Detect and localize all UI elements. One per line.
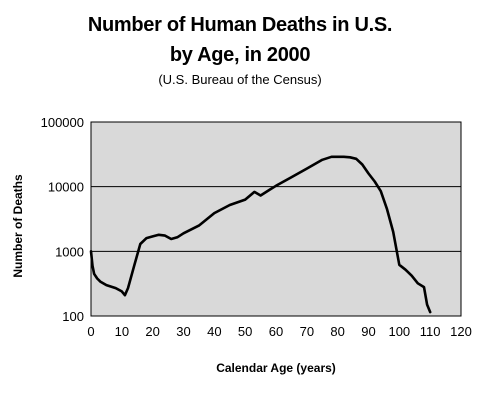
- x-tick-label: 80: [330, 324, 344, 339]
- y-tick-label: 100: [62, 309, 84, 324]
- y-tick-label: 100000: [41, 115, 84, 130]
- y-tick-label: 1000: [55, 244, 84, 259]
- x-tick-label: 90: [361, 324, 375, 339]
- data-point: [330, 155, 333, 158]
- data-point: [151, 235, 154, 238]
- data-point: [228, 204, 231, 206]
- plot-area: [90, 121, 462, 317]
- y-tick-label: 10000: [48, 180, 84, 195]
- x-tick-label: 10: [115, 324, 129, 339]
- data-point: [336, 155, 339, 158]
- data-point: [404, 268, 407, 271]
- data-point: [355, 157, 358, 160]
- data-point: [244, 198, 247, 201]
- data-point: [361, 163, 364, 166]
- data-point: [429, 311, 432, 313]
- data-point: [253, 190, 256, 193]
- data-point: [373, 180, 376, 183]
- data-point: [416, 282, 419, 285]
- x-tick-labels: 0 10 20 30 40 50 60 70 80 90 100 110 120: [87, 324, 471, 339]
- data-point: [342, 155, 345, 158]
- x-tick-label: 60: [269, 324, 283, 339]
- data-point: [275, 184, 277, 187]
- data-point: [157, 233, 160, 236]
- data-point: [93, 272, 95, 275]
- chart-subtitle: (U.S. Bureau of the Census): [158, 72, 322, 87]
- x-tick-label: 0: [87, 324, 94, 339]
- data-point: [114, 287, 117, 290]
- data-point: [392, 230, 395, 233]
- data-point: [91, 264, 94, 267]
- data-point: [198, 224, 200, 227]
- chart-title: Number of Human Deaths in U.S.: [87, 14, 393, 36]
- data-point: [321, 158, 324, 161]
- data-point: [305, 167, 308, 170]
- data-point: [170, 238, 173, 240]
- x-tick-label: 110: [420, 324, 441, 339]
- chart-title-line2: by Age, in 2000: [169, 44, 311, 66]
- data-point: [398, 263, 401, 266]
- data-point: [133, 264, 136, 267]
- x-tick-label: 40: [207, 324, 221, 339]
- x-tick-label: 120: [450, 324, 472, 339]
- data-point: [164, 234, 166, 237]
- data-point: [259, 194, 262, 197]
- data-point: [99, 280, 102, 283]
- x-tick-label: 70: [300, 324, 314, 339]
- data-point: [105, 284, 108, 287]
- y-axis-label: Number of Deaths: [11, 174, 25, 278]
- data-point: [367, 172, 370, 175]
- data-point: [268, 188, 271, 191]
- y-tick-labels: 100 1000 10000 100000: [41, 115, 84, 324]
- x-tick-label: 50: [238, 324, 252, 339]
- x-tick-label: 20: [145, 324, 159, 339]
- data-point: [182, 232, 185, 235]
- x-tick-label: 100: [388, 324, 410, 339]
- data-point: [127, 287, 129, 290]
- data-point: [423, 286, 425, 288]
- data-point: [145, 237, 148, 240]
- data-point: [379, 190, 382, 193]
- data-point: [349, 156, 351, 159]
- data-point: [139, 243, 142, 245]
- x-axis-label: Calendar Age (years): [216, 361, 336, 375]
- data-point: [213, 212, 216, 215]
- data-point: [410, 274, 413, 277]
- data-points: [90, 155, 432, 313]
- data-point: [120, 290, 123, 293]
- data-point: [426, 303, 428, 306]
- data-point: [96, 277, 99, 280]
- data-point: [290, 176, 293, 179]
- data-point: [386, 208, 388, 210]
- data-point: [90, 250, 92, 253]
- data-point: [124, 294, 126, 297]
- data-point: [176, 236, 179, 239]
- x-tick-label: 30: [176, 324, 190, 339]
